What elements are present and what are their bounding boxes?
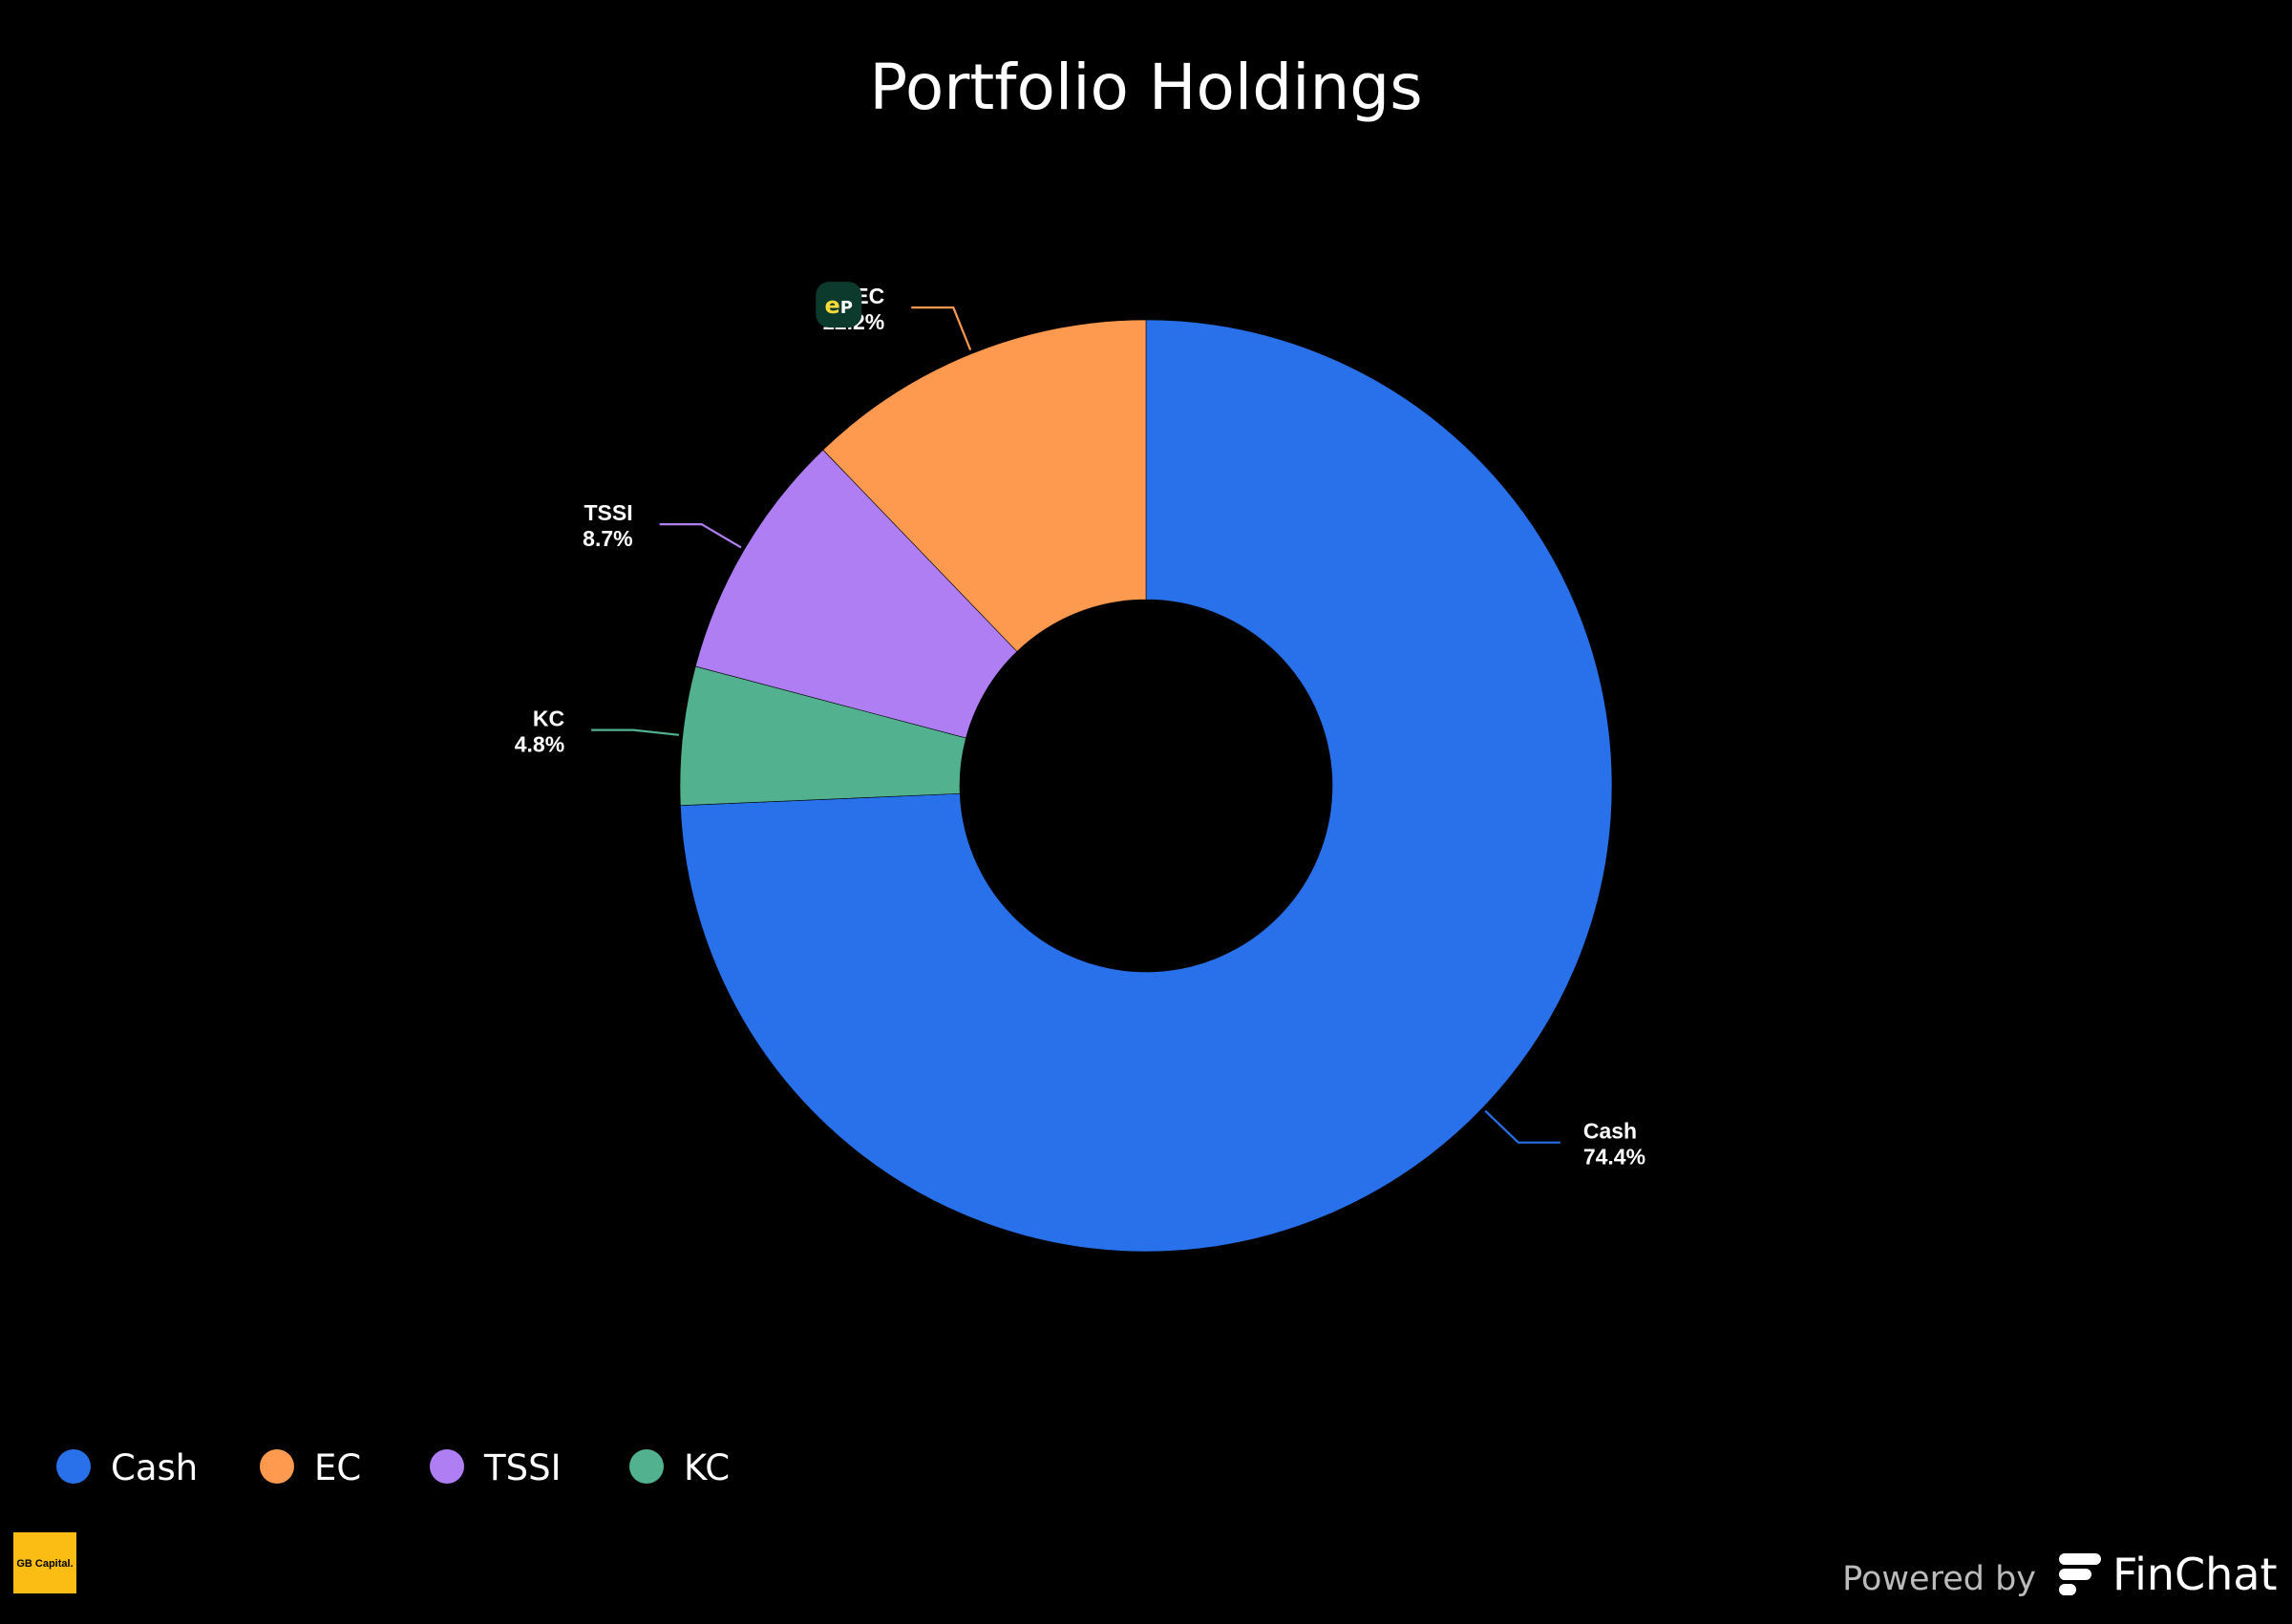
slice-value-tssi: 8.7%: [583, 526, 632, 551]
legend-swatch-ec: [260, 1449, 294, 1484]
legend: Cash EC TSSI KC: [56, 1447, 730, 1488]
legend-label-kc: KC: [684, 1447, 730, 1488]
slice-kc: [679, 665, 966, 806]
leader-line-tssi: [659, 522, 742, 549]
legend-label-cash: Cash: [111, 1447, 198, 1488]
legend-label-ec: EC: [314, 1447, 361, 1488]
legend-swatch-kc: [629, 1449, 664, 1484]
ep-logo-text: eP: [825, 292, 853, 319]
slice-label-kc: KC: [533, 707, 564, 731]
finchat-logo-icon: [2059, 1553, 2101, 1595]
gb-capital-logo-text: GB Capital.: [16, 1558, 73, 1570]
legend-item-tssi: TSSI: [430, 1447, 562, 1488]
donut-slices: [679, 319, 1613, 1253]
slice-value-kc: 4.8%: [515, 732, 564, 757]
legend-swatch-tssi: [430, 1449, 464, 1484]
leader-line-cash: [1484, 1109, 1560, 1144]
footer: Powered by FinChat: [1842, 1549, 2277, 1600]
slice-ec: [822, 319, 1147, 652]
chart-title: Portfolio Holdings: [869, 51, 1422, 124]
legend-item-kc: KC: [629, 1447, 730, 1488]
legend-item-ec: EC: [260, 1447, 361, 1488]
legend-label-tssi: TSSI: [483, 1447, 562, 1488]
slice-label-tssi: TSSI: [584, 500, 632, 525]
slice-tssi: [694, 449, 1018, 739]
slice-value-cash: 74.4%: [1583, 1145, 1645, 1170]
legend-item-cash: Cash: [56, 1447, 198, 1488]
legend-swatch-cash: [56, 1449, 91, 1484]
leader-line-ec: [911, 306, 972, 351]
ep-logo-icon: eP: [816, 282, 862, 328]
powered-by-text: Powered by: [1842, 1560, 2036, 1598]
brand-name: FinChat: [2112, 1549, 2278, 1600]
leader-line-kc: [591, 728, 680, 736]
slice-cash: [680, 319, 1613, 1253]
gb-capital-logo: GB Capital.: [13, 1532, 76, 1593]
slice-label-cash: Cash: [1583, 1119, 1637, 1144]
